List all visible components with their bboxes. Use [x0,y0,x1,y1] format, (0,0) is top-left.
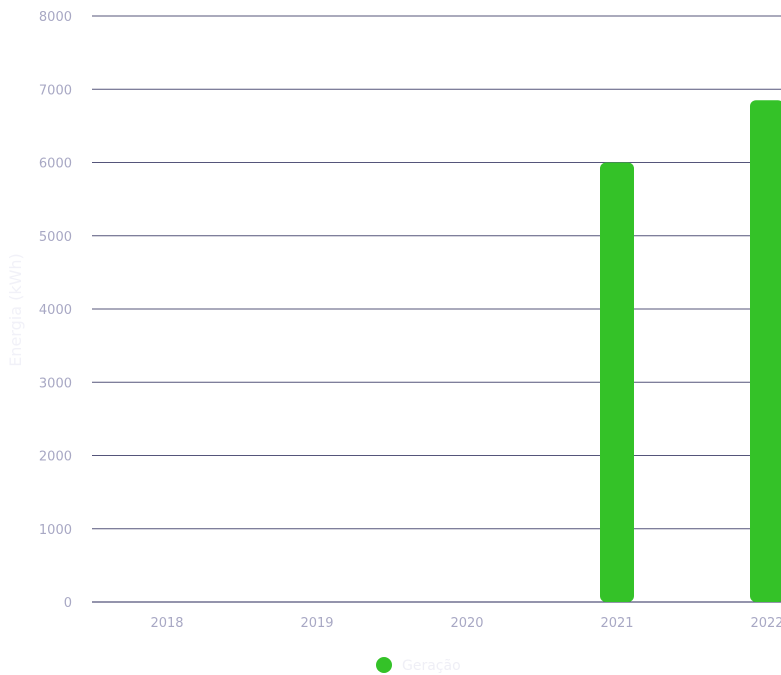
y-tick-label: 1000 [39,523,72,538]
y-tick-label: 7000 [39,83,72,98]
y-axis-ticks: 0 1000 2000 3000 4000 5000 6000 7000 8000 [39,10,72,611]
bar-2022[interactable] [750,100,781,602]
y-axis-label: Energia (kWh) [6,253,25,367]
x-tick-label: 2020 [450,616,483,631]
x-tick-label: 2019 [300,616,333,631]
x-axis-ticks: 2018 2019 2020 2021 2022 [150,616,781,631]
x-tick-label: 2018 [150,616,183,631]
y-tick-label: 2000 [39,450,72,465]
y-tick-label: 0 [64,596,72,611]
y-tick-label: 3000 [39,376,72,391]
y-tick-label: 6000 [39,157,72,172]
x-tick-label: 2021 [600,616,633,631]
legend[interactable]: Geração [376,657,461,674]
bar-2021[interactable] [600,162,634,603]
y-tick-label: 5000 [39,230,72,245]
x-tick-label: 2022 [750,616,781,631]
grid-lines [92,15,781,603]
y-tick-label: 8000 [39,10,72,25]
y-tick-label: 4000 [39,303,72,318]
legend-label-geracao[interactable]: Geração [402,658,461,674]
bars [600,100,781,602]
legend-swatch-geracao[interactable] [376,657,392,673]
